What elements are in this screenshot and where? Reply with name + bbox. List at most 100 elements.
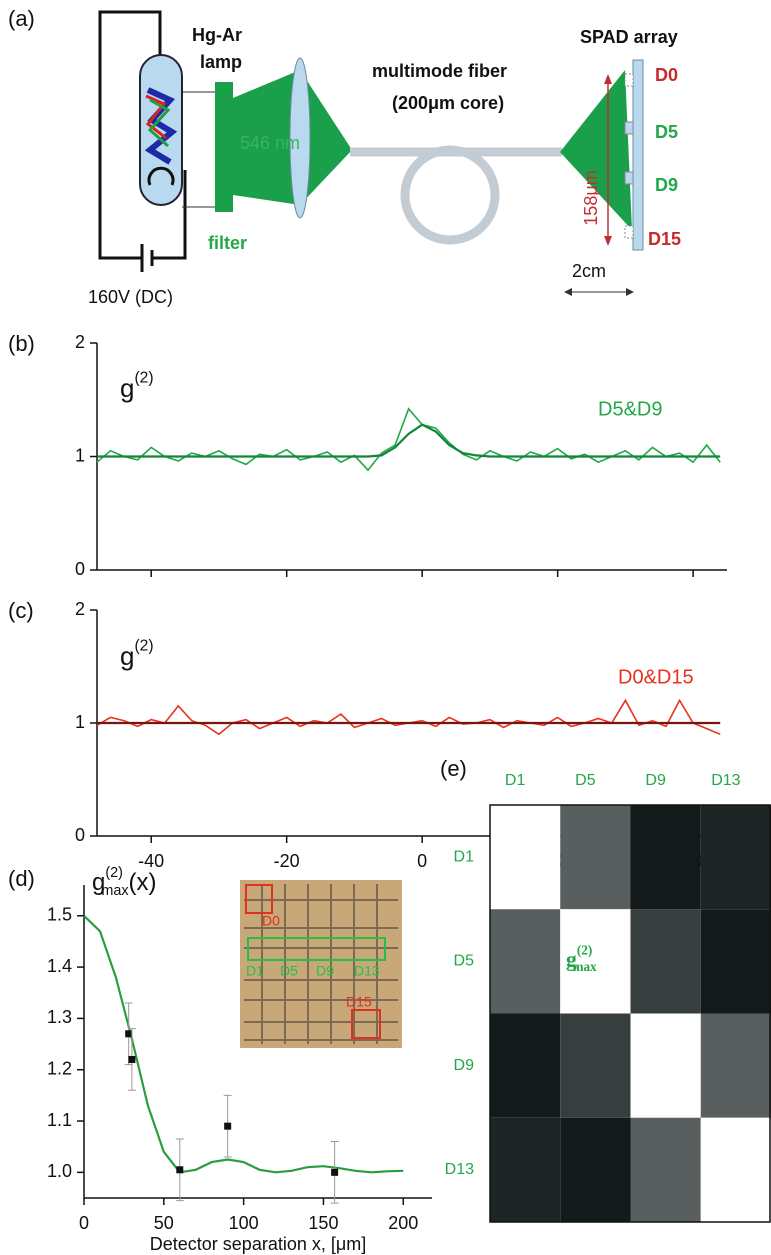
heat-cell bbox=[560, 909, 631, 1014]
y-tick-label: 1.3 bbox=[47, 1007, 72, 1027]
label-part: max bbox=[572, 959, 597, 974]
voltage-label: 160V (DC) bbox=[88, 287, 173, 307]
label-part: (2) bbox=[105, 865, 123, 881]
fiber-loop bbox=[400, 145, 500, 245]
fiber-label: multimode fiber bbox=[372, 61, 507, 81]
arrow-head bbox=[564, 288, 572, 296]
wavelength-label: 546 nm bbox=[240, 133, 300, 153]
x-tick-label: 0 bbox=[79, 1213, 89, 1233]
heat-cell bbox=[560, 805, 631, 910]
electrode bbox=[147, 166, 175, 186]
inset-label: D13 bbox=[354, 963, 380, 979]
x-tick-label: 50 bbox=[154, 1213, 174, 1233]
heat-cell bbox=[630, 805, 701, 910]
label-part: (2) bbox=[134, 369, 153, 386]
y-tick-label: 0 bbox=[75, 825, 85, 845]
y-tick-label: 1.2 bbox=[47, 1058, 72, 1078]
heat-frame bbox=[489, 804, 771, 1223]
x-tick-label: -20 bbox=[274, 851, 300, 871]
heat-cell bbox=[560, 1117, 631, 1222]
detector bbox=[624, 225, 634, 239]
heat-cell bbox=[490, 1117, 561, 1222]
heat-cell bbox=[630, 909, 701, 1014]
highlight bbox=[247, 937, 386, 961]
label-part: (x) bbox=[129, 869, 157, 896]
label-part: g bbox=[566, 946, 577, 971]
heat-cell bbox=[490, 805, 561, 910]
y-tick-label: 1 bbox=[75, 712, 85, 732]
inset-photo bbox=[240, 880, 402, 1048]
series-line bbox=[97, 423, 721, 458]
label-part: (2) bbox=[134, 637, 153, 654]
y-tick-label: 1 bbox=[75, 445, 85, 465]
series-label: D5&D9 bbox=[598, 398, 662, 420]
x-tick-label: 200 bbox=[388, 1213, 418, 1233]
photo bbox=[240, 880, 402, 1048]
panel-label: (d) bbox=[8, 866, 35, 891]
axis-label: g(2) bbox=[120, 637, 154, 670]
heat-cell bbox=[490, 1013, 561, 1118]
filter-label: filter bbox=[208, 233, 247, 253]
y-tick-label: 2 bbox=[75, 599, 85, 619]
highlight bbox=[245, 884, 273, 914]
heat-cell bbox=[630, 1117, 701, 1222]
inset-label: D1 bbox=[246, 963, 264, 979]
arrow-head bbox=[604, 236, 612, 246]
data-point bbox=[176, 1166, 184, 1174]
row-label: D13 bbox=[445, 1161, 474, 1178]
column-label: D9 bbox=[645, 772, 666, 789]
x-tick-label: 100 bbox=[229, 1213, 259, 1233]
photo-grid bbox=[244, 884, 398, 1044]
light-cone bbox=[560, 70, 632, 230]
inset-label: D5 bbox=[280, 963, 298, 979]
x-axis-label: Detector separation x, [μm] bbox=[150, 1234, 366, 1254]
heat-cell bbox=[700, 1117, 771, 1222]
fit-line bbox=[83, 915, 404, 1174]
panel-label: (b) bbox=[8, 331, 35, 356]
highlight bbox=[351, 1009, 381, 1039]
data-point bbox=[128, 1055, 136, 1063]
panel-label: (a) bbox=[8, 6, 35, 31]
row-label: D5 bbox=[454, 953, 475, 970]
spectrum bbox=[147, 98, 171, 148]
lamp bbox=[139, 54, 183, 206]
detector-label: D15 bbox=[648, 229, 681, 249]
label-part: g bbox=[120, 373, 134, 403]
panel-label: (e) bbox=[440, 756, 467, 781]
x-tick-label: 0 bbox=[417, 851, 427, 871]
label-part: (2) bbox=[577, 943, 592, 958]
lens bbox=[289, 57, 311, 219]
data-point bbox=[125, 1030, 133, 1038]
data-point bbox=[224, 1122, 232, 1130]
y-tick-label: 1.1 bbox=[47, 1110, 72, 1130]
column-label: D5 bbox=[575, 772, 596, 789]
label-part: g bbox=[92, 869, 105, 896]
label-part: g bbox=[120, 641, 134, 671]
fiber-label: (200μm core) bbox=[392, 93, 504, 113]
row-label: D9 bbox=[454, 1057, 475, 1074]
axis-label: g(2) max(x) bbox=[92, 865, 157, 899]
y-tick-label: 1.4 bbox=[47, 956, 72, 976]
column-label: D1 bbox=[505, 772, 526, 789]
detector bbox=[624, 171, 634, 185]
detector-label: D9 bbox=[655, 175, 678, 195]
axis-label: g(2) bbox=[120, 369, 154, 402]
arrow-head bbox=[626, 288, 634, 296]
detector-label: D5 bbox=[655, 122, 678, 142]
filter bbox=[215, 82, 233, 212]
row-label: D1 bbox=[454, 848, 475, 865]
heat-cell bbox=[700, 805, 771, 910]
y-tick-label: 1.0 bbox=[47, 1161, 72, 1181]
inset-label: D0 bbox=[262, 913, 280, 929]
series-line bbox=[96, 698, 721, 736]
data-point bbox=[331, 1168, 339, 1176]
series-line bbox=[96, 407, 721, 472]
inset-label: D15 bbox=[346, 994, 372, 1010]
distance-label: 2cm bbox=[572, 261, 606, 281]
column-label: D13 bbox=[711, 772, 740, 789]
heat-cell bbox=[700, 1013, 771, 1118]
spectrum bbox=[144, 87, 178, 165]
detector-label: D0 bbox=[655, 65, 678, 85]
